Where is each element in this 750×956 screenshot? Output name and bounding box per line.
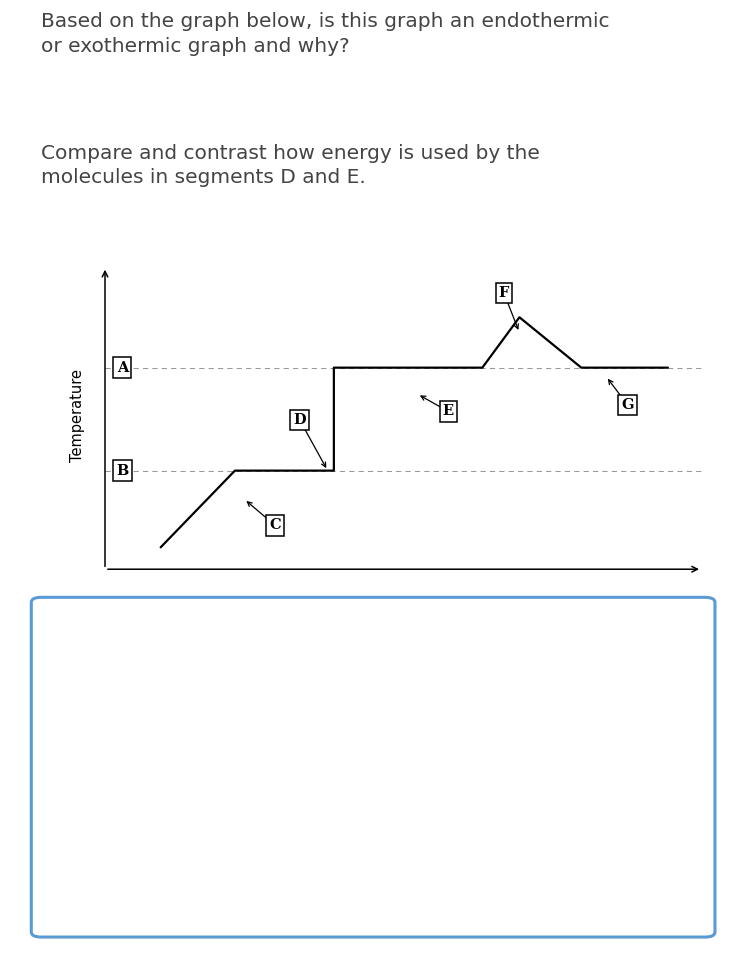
- Text: Temperature: Temperature: [70, 369, 85, 463]
- FancyBboxPatch shape: [32, 598, 715, 937]
- Text: A: A: [117, 360, 128, 375]
- Text: G: G: [622, 398, 634, 412]
- Text: Compare and contrast how energy is used by the
molecules in segments D and E.: Compare and contrast how energy is used …: [41, 144, 540, 187]
- Text: Time: Time: [387, 600, 429, 617]
- Text: Based on the graph below, is this graph an endothermic
or exothermic graph and w: Based on the graph below, is this graph …: [41, 12, 610, 55]
- Text: D: D: [293, 413, 306, 427]
- Text: F: F: [499, 286, 509, 300]
- Text: C: C: [269, 518, 281, 532]
- Text: E: E: [442, 404, 454, 419]
- Text: B: B: [116, 464, 128, 478]
